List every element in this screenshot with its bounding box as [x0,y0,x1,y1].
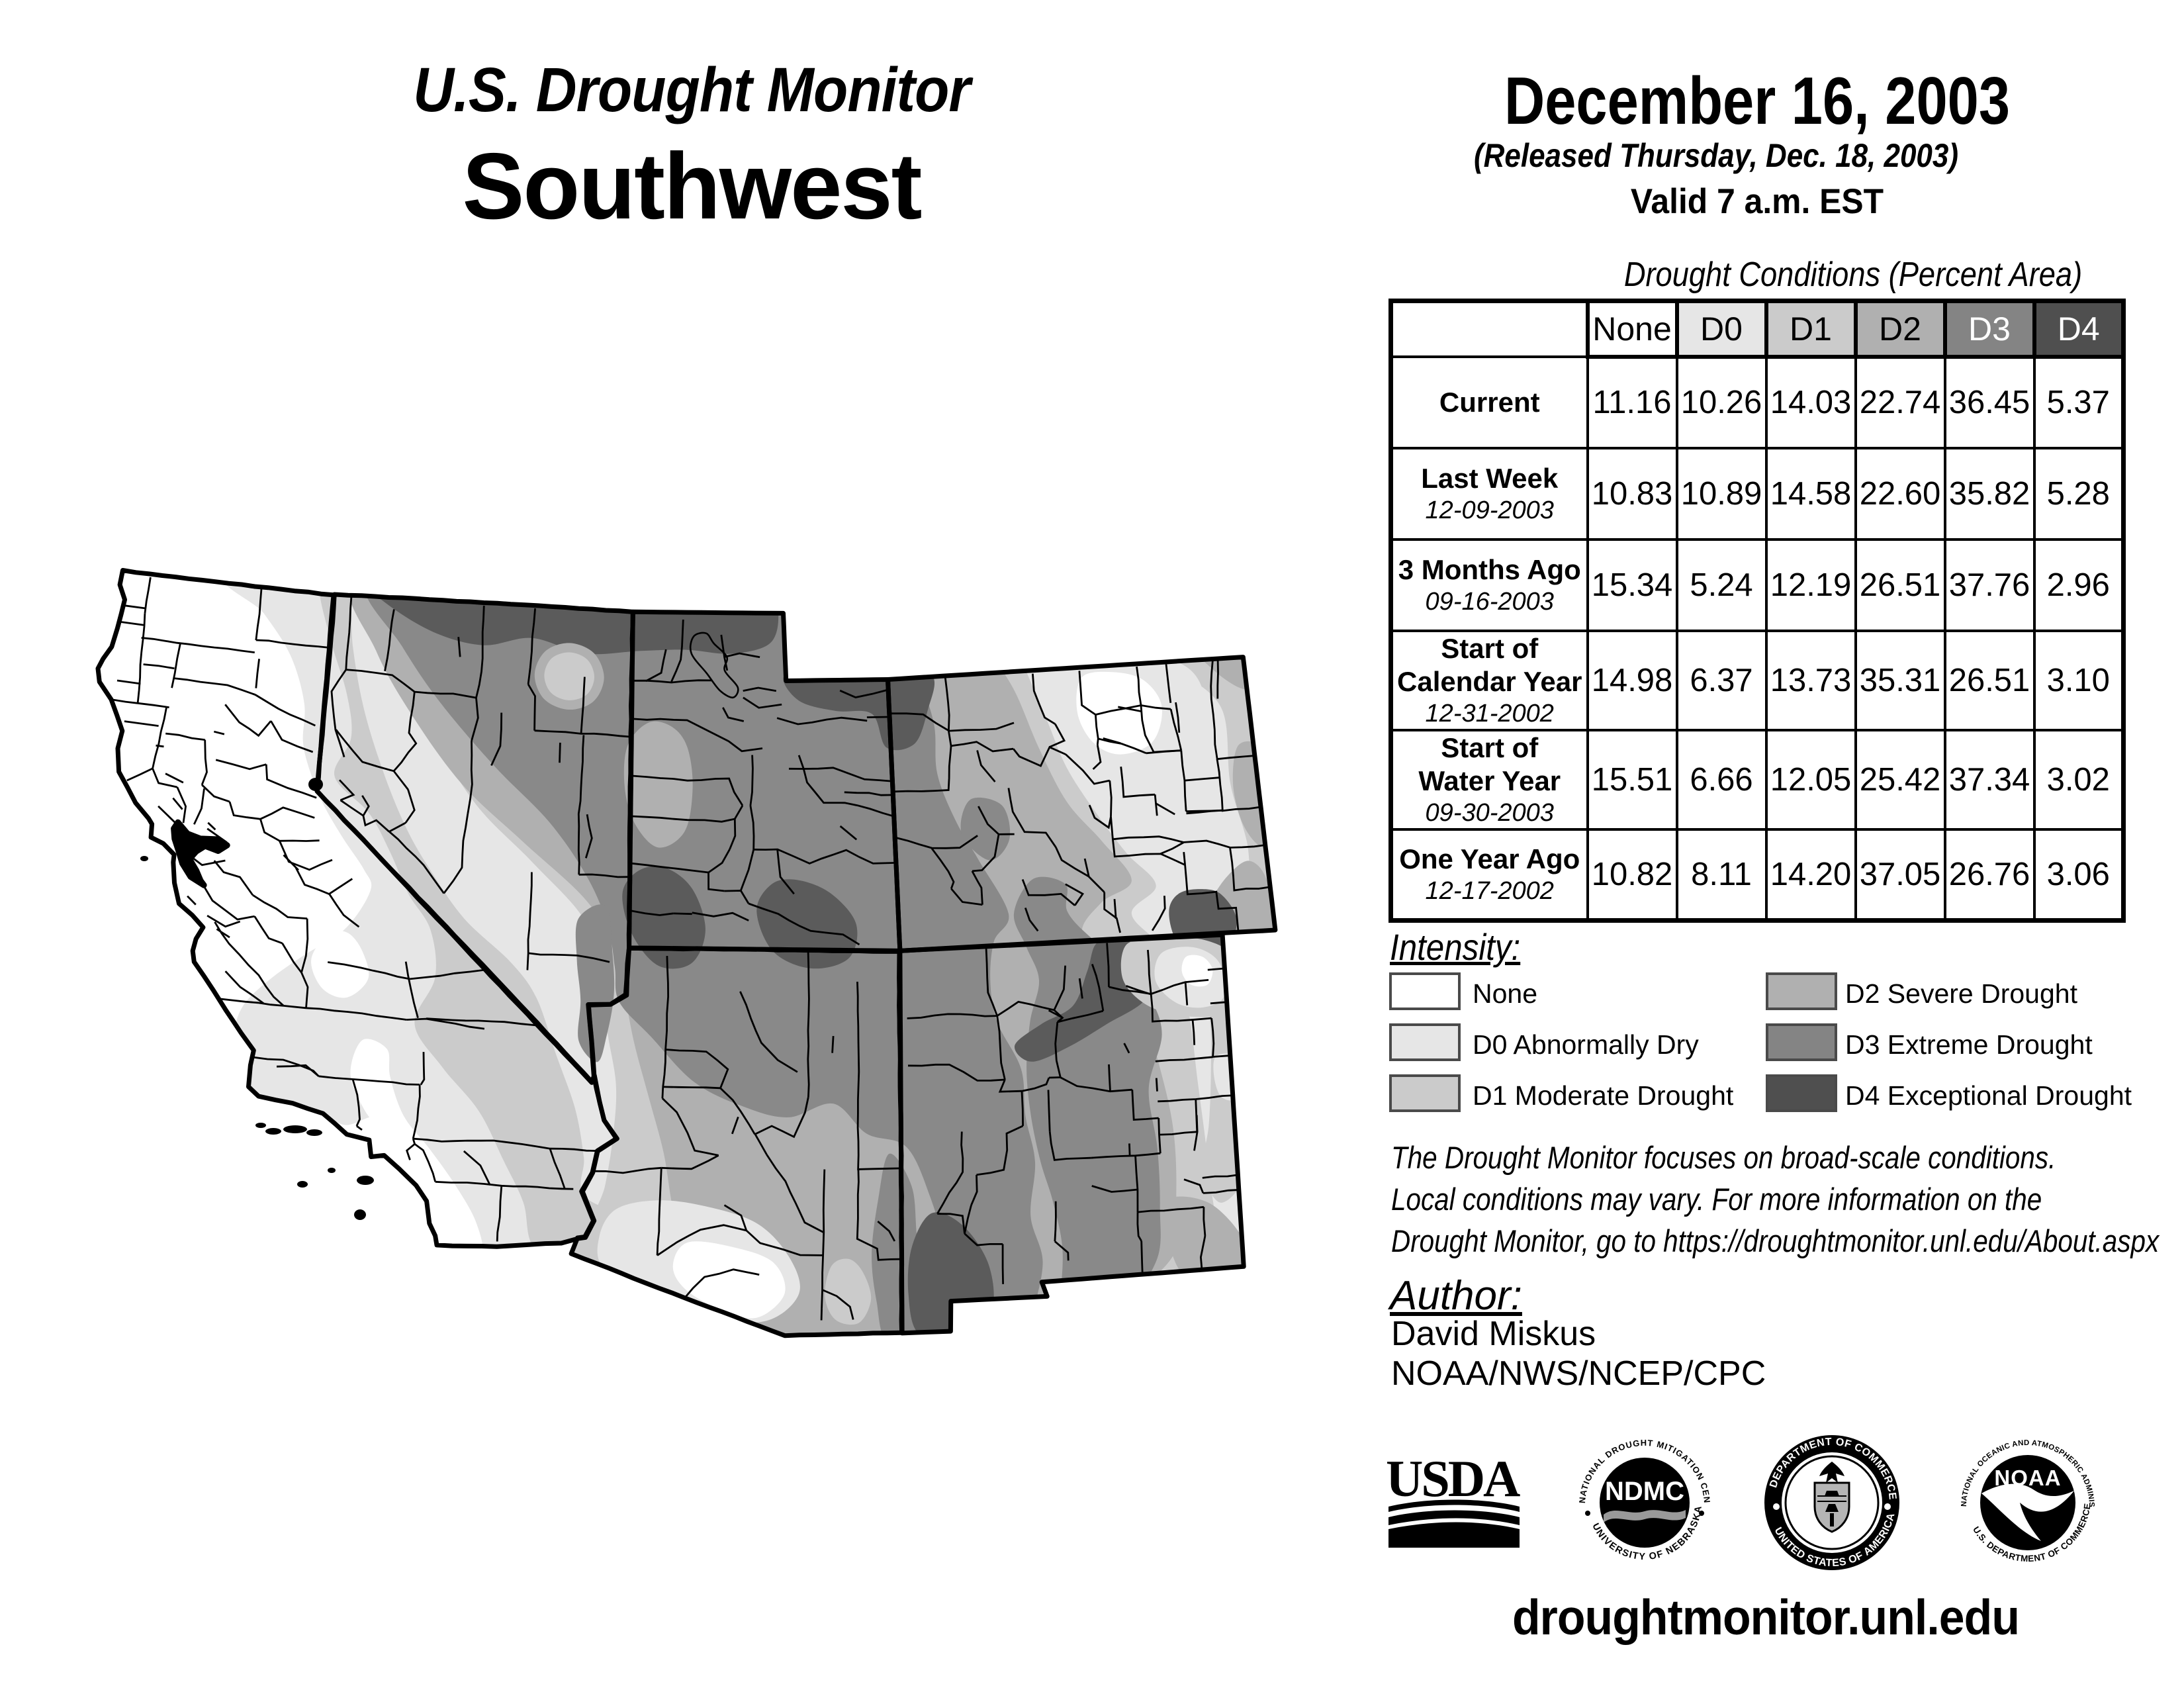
svg-text:NDMC: NDMC [1605,1477,1684,1506]
svg-text:NOAA: NOAA [1994,1466,2061,1490]
svg-text:USDA: USDA [1387,1456,1520,1507]
